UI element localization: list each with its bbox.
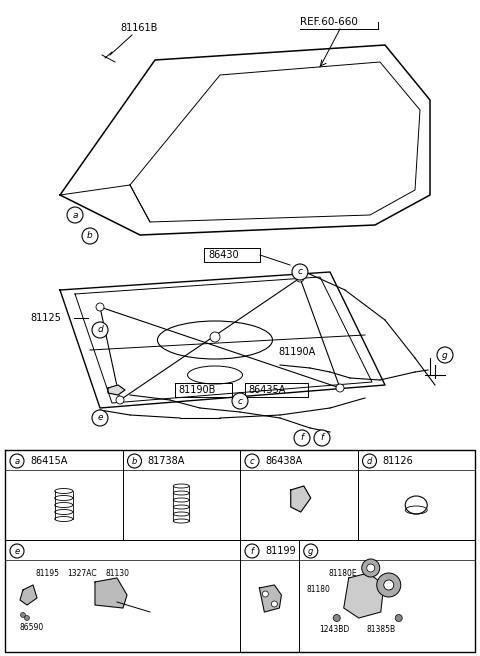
Text: 81385B: 81385B <box>367 626 396 634</box>
Text: d: d <box>367 457 372 466</box>
Text: 86435A: 86435A <box>248 385 286 395</box>
Circle shape <box>395 615 402 621</box>
Text: 81738A: 81738A <box>147 456 185 466</box>
Circle shape <box>82 228 98 244</box>
Text: g: g <box>308 546 313 556</box>
Text: 81199: 81199 <box>265 546 296 556</box>
Circle shape <box>116 396 124 404</box>
Circle shape <box>128 454 142 468</box>
Circle shape <box>21 613 25 617</box>
Text: 1243BD: 1243BD <box>319 626 349 634</box>
Circle shape <box>92 322 108 338</box>
Polygon shape <box>259 585 281 612</box>
Text: c: c <box>250 457 254 466</box>
Text: c: c <box>298 268 302 276</box>
Text: 81180E: 81180E <box>329 569 358 577</box>
Text: f: f <box>251 546 253 556</box>
Text: e: e <box>14 546 20 556</box>
Text: d: d <box>97 325 103 335</box>
Text: REF.60-660: REF.60-660 <box>300 17 358 27</box>
Text: 86438A: 86438A <box>265 456 302 466</box>
Circle shape <box>245 454 259 468</box>
Circle shape <box>314 430 330 446</box>
Polygon shape <box>20 585 37 605</box>
Circle shape <box>367 564 375 572</box>
Circle shape <box>96 303 104 311</box>
Text: 81130: 81130 <box>105 569 129 577</box>
Text: 81190A: 81190A <box>278 347 315 357</box>
Circle shape <box>263 591 268 597</box>
Polygon shape <box>108 385 125 395</box>
Text: 81125: 81125 <box>30 313 61 323</box>
Circle shape <box>232 393 248 409</box>
Text: 1327AC: 1327AC <box>67 569 96 577</box>
Text: b: b <box>132 457 137 466</box>
Polygon shape <box>60 272 385 408</box>
Circle shape <box>292 264 308 280</box>
Polygon shape <box>344 573 384 618</box>
Circle shape <box>377 573 401 597</box>
Circle shape <box>210 332 220 342</box>
Circle shape <box>92 410 108 426</box>
Circle shape <box>362 454 376 468</box>
Circle shape <box>271 601 277 607</box>
Text: a: a <box>14 457 20 466</box>
Circle shape <box>24 615 29 621</box>
Circle shape <box>294 430 310 446</box>
Circle shape <box>336 384 344 392</box>
Text: 81180: 81180 <box>307 586 331 594</box>
Circle shape <box>333 615 340 621</box>
Text: 86415A: 86415A <box>30 456 67 466</box>
Polygon shape <box>95 578 127 608</box>
Circle shape <box>362 559 380 577</box>
Polygon shape <box>291 486 311 512</box>
Circle shape <box>10 544 24 558</box>
Text: 81195: 81195 <box>35 569 59 577</box>
Text: e: e <box>97 413 103 422</box>
Text: f: f <box>321 434 324 443</box>
Text: 81126: 81126 <box>383 456 413 466</box>
Polygon shape <box>60 45 430 235</box>
Text: 86430: 86430 <box>208 250 239 260</box>
Circle shape <box>304 544 318 558</box>
Text: g: g <box>442 350 448 359</box>
Text: 81190B: 81190B <box>178 385 216 395</box>
Text: a: a <box>72 211 78 220</box>
Text: 86590: 86590 <box>20 623 44 632</box>
Circle shape <box>296 274 304 282</box>
Circle shape <box>437 347 453 363</box>
Text: c: c <box>238 396 242 405</box>
Text: 81161B: 81161B <box>120 23 157 33</box>
Text: b: b <box>87 232 93 241</box>
Text: f: f <box>300 434 303 443</box>
Circle shape <box>67 207 83 223</box>
Circle shape <box>10 454 24 468</box>
Circle shape <box>384 580 394 590</box>
Circle shape <box>245 544 259 558</box>
